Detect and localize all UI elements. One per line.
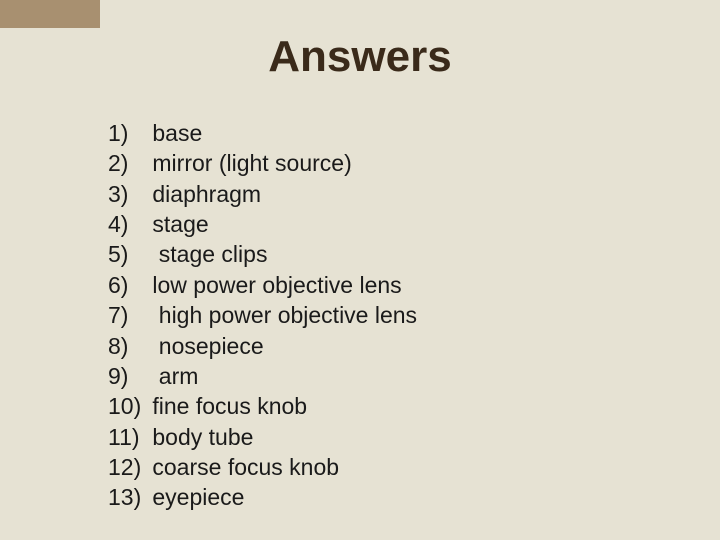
item-number: 1): [108, 118, 146, 148]
item-number: 8): [108, 331, 146, 361]
item-number: 6): [108, 270, 146, 300]
answers-list: 1) base 2) mirror (light source) 3) diap…: [108, 118, 417, 513]
item-text: arm: [152, 363, 198, 389]
list-item: 1) base: [108, 118, 417, 148]
item-text: fine focus knob: [152, 393, 307, 419]
item-text: mirror (light source): [152, 150, 351, 176]
list-item: 11) body tube: [108, 422, 417, 452]
item-number: 11): [108, 422, 146, 452]
item-number: 13): [108, 482, 146, 512]
item-number: 3): [108, 179, 146, 209]
item-text: stage clips: [152, 241, 267, 267]
item-text: low power objective lens: [152, 272, 401, 298]
item-text: base: [152, 120, 202, 146]
item-number: 5): [108, 239, 146, 269]
page-title: Answers: [0, 32, 720, 82]
item-text: high power objective lens: [152, 302, 417, 328]
item-text: eyepiece: [152, 484, 244, 510]
item-number: 9): [108, 361, 146, 391]
item-text: stage: [152, 211, 208, 237]
item-text: diaphragm: [152, 181, 261, 207]
list-item: 3) diaphragm: [108, 179, 417, 209]
item-text: coarse focus knob: [152, 454, 339, 480]
item-number: 7): [108, 300, 146, 330]
list-item: 12) coarse focus knob: [108, 452, 417, 482]
list-item: 13) eyepiece: [108, 482, 417, 512]
item-number: 2): [108, 148, 146, 178]
list-item: 7) high power objective lens: [108, 300, 417, 330]
list-item: 9) arm: [108, 361, 417, 391]
item-text: nosepiece: [152, 333, 263, 359]
item-number: 4): [108, 209, 146, 239]
item-number: 10): [108, 391, 146, 421]
item-number: 12): [108, 452, 146, 482]
list-item: 8) nosepiece: [108, 331, 417, 361]
item-text: body tube: [152, 424, 253, 450]
corner-tab: [0, 0, 100, 28]
list-item: 5) stage clips: [108, 239, 417, 269]
list-item: 10) fine focus knob: [108, 391, 417, 421]
list-item: 6) low power objective lens: [108, 270, 417, 300]
list-item: 2) mirror (light source): [108, 148, 417, 178]
list-item: 4) stage: [108, 209, 417, 239]
